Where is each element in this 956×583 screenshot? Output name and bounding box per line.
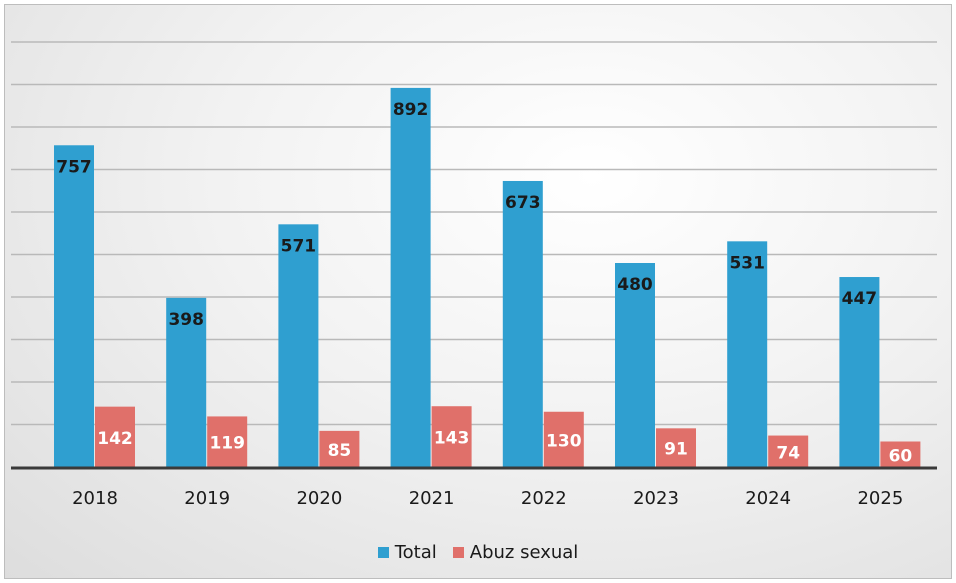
x-tick-label: 2025 — [857, 488, 903, 509]
bar-abuz-sexual — [95, 406, 135, 467]
data-label-abuz-sexual: 142 — [97, 429, 133, 449]
bar-abuz-sexual — [656, 428, 696, 467]
x-tick-label: 2019 — [184, 488, 230, 509]
data-label-abuz-sexual: 130 — [546, 431, 582, 451]
bar-total — [615, 263, 655, 467]
bar-total — [839, 277, 880, 467]
x-tick-label: 2020 — [296, 488, 342, 509]
bars-group — [54, 87, 921, 468]
bar-abuz-sexual — [768, 435, 809, 467]
bar-abuz-sexual — [431, 406, 472, 467]
data-label-total: 571 — [281, 236, 317, 256]
bar-total — [166, 297, 207, 467]
x-tick-label: 2018 — [72, 488, 118, 509]
bar-total — [54, 145, 94, 467]
x-axis-ticks: 2018 2019 2020 2021 2022 2023 2024 2025 — [72, 488, 903, 509]
x-tick-label: 2024 — [745, 488, 791, 509]
bar-total — [502, 180, 543, 467]
bar-total — [390, 87, 431, 468]
gridlines — [11, 41, 937, 426]
data-label-total: 447 — [842, 289, 878, 309]
data-labels: 757 142 398 119 571 85 892 143 673 130 480 91 531 74 4… — [56, 100, 912, 466]
x-tick-label: 2022 — [521, 488, 567, 509]
data-label-abuz-sexual: 74 — [776, 443, 800, 463]
legend-swatch — [452, 547, 464, 558]
legend-label: Total — [394, 542, 437, 563]
legend-swatch — [377, 547, 389, 558]
data-label-abuz-sexual: 143 — [434, 429, 470, 449]
legend-item-total: Total — [377, 542, 437, 563]
bar-abuz-sexual — [543, 411, 584, 467]
data-label-abuz-sexual: 91 — [664, 440, 688, 460]
bar-total — [278, 224, 319, 467]
chart-area: 757 142 398 119 571 85 892 143 673 130 480 91 531 74 4… — [4, 4, 952, 579]
data-label-total: 673 — [505, 193, 541, 213]
data-label-total: 892 — [393, 100, 429, 120]
legend: Total Abuz sexual — [5, 542, 951, 563]
data-label-total: 531 — [729, 253, 765, 273]
legend-label: Abuz sexual — [469, 542, 579, 563]
x-tick-label: 2023 — [633, 488, 679, 509]
data-label-abuz-sexual: 60 — [889, 446, 913, 466]
data-label-total: 480 — [617, 275, 653, 295]
bar-abuz-sexual — [207, 416, 248, 467]
data-label-abuz-sexual: 119 — [209, 434, 245, 454]
legend-item-abuz-sexual: Abuz sexual — [452, 542, 579, 563]
data-label-abuz-sexual: 85 — [328, 441, 352, 461]
bar-abuz-sexual — [319, 430, 360, 467]
data-label-total: 398 — [168, 310, 204, 330]
bar-total — [727, 241, 768, 467]
data-label-total: 757 — [56, 157, 92, 177]
bar-abuz-sexual — [880, 441, 921, 467]
bar-chart: 757 142 398 119 571 85 892 143 673 130 480 91 531 74 4… — [11, 41, 937, 509]
x-tick-label: 2021 — [409, 488, 455, 509]
